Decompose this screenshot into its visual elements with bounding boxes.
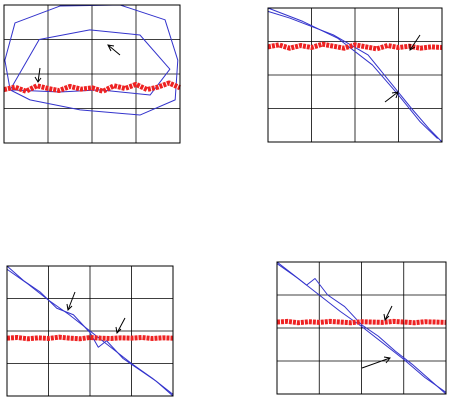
- plot-frame: [3, 4, 181, 144]
- arrow: [384, 91, 399, 103]
- series-line: [267, 7, 438, 140]
- arrow-head: [66, 303, 73, 312]
- arrow-head: [115, 326, 122, 335]
- arrow-head: [409, 44, 416, 51]
- series-line: [3, 80, 182, 94]
- series-line: [267, 41, 443, 52]
- arrow-head: [383, 313, 390, 322]
- arrow: [37, 67, 41, 83]
- panel: [267, 7, 443, 143]
- panel: [6, 265, 174, 397]
- arrow: [384, 305, 393, 321]
- series-line: [267, 10, 443, 143]
- series-line: [9, 29, 171, 96]
- arrows: [34, 34, 421, 369]
- series-line: [6, 268, 174, 395]
- series-line: [276, 263, 447, 393]
- series-line: [6, 334, 174, 342]
- panel: [276, 261, 447, 395]
- arrow: [409, 34, 421, 51]
- arrow-head: [391, 91, 399, 99]
- arrow: [67, 291, 76, 311]
- plot-frame: [267, 7, 443, 143]
- arrow: [116, 317, 126, 334]
- arrow: [107, 44, 121, 56]
- series-line: [276, 318, 447, 326]
- series-line: [4, 4, 179, 116]
- arrow-head: [34, 76, 42, 83]
- panel: [3, 4, 182, 144]
- plot-frame: [6, 265, 174, 397]
- arrow-head: [383, 356, 391, 364]
- arrow-head: [107, 44, 115, 52]
- arrow: [361, 357, 391, 369]
- plot-frame: [276, 261, 447, 395]
